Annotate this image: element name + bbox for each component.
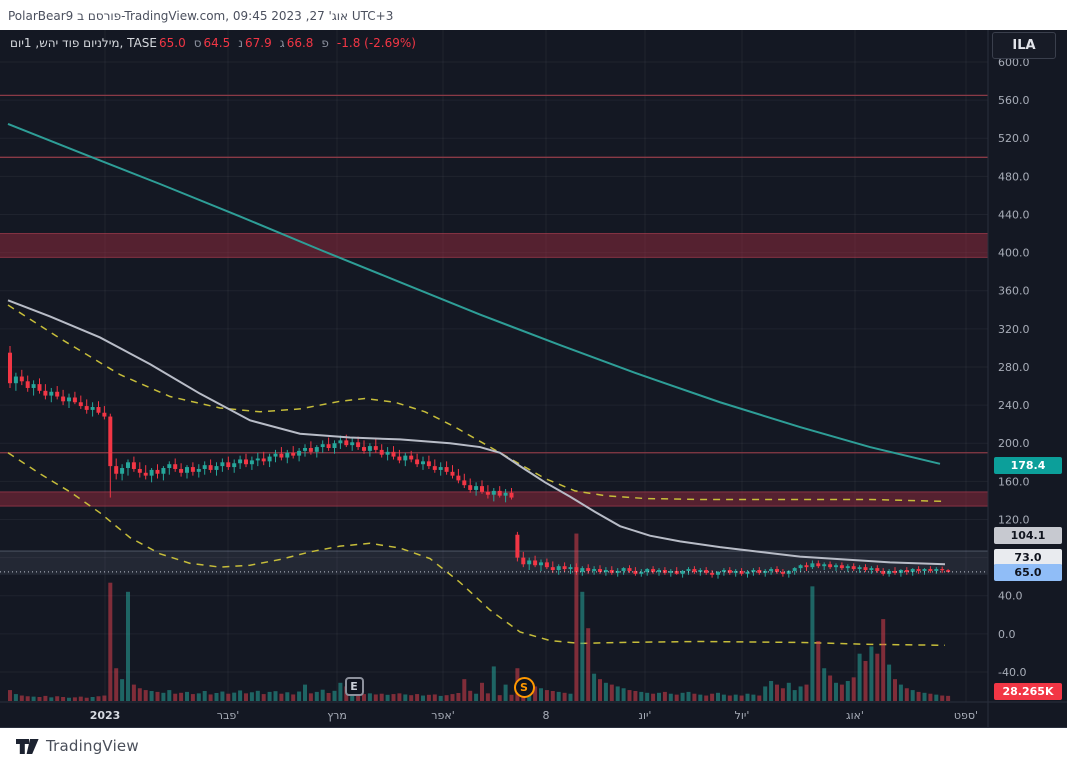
header-text-segment: PolarBear9 [8,9,78,23]
price-tick-label: 360.0 [998,285,1030,298]
time-axis-label: אפר' [431,709,454,722]
candlestick-series [8,346,951,579]
time-axis-label: יונ' [639,709,652,722]
split-marker[interactable]: S [513,677,535,698]
legend-field-label: פ [321,36,329,50]
tradingview-brand-text[interactable]: TradingView [46,737,139,755]
legend-field-value: 65.0 [158,36,186,50]
time-axis-label: 2023 [90,709,121,722]
header-text-segment: -TradingView.com, 09:45 2023 ,27 [121,9,329,23]
price-axis[interactable] [988,30,1067,702]
symbol-badge[interactable]: ILA [992,32,1056,59]
legend-symbol-interval: מילניום פוד יהש, 1יום [10,36,120,50]
price-tick-label: 120.0 [998,513,1030,526]
price-tick-label: 280.0 [998,361,1030,374]
price-tick-label: 0.0 [998,628,1016,641]
price-tick-label: 520.0 [998,132,1030,145]
time-axis-label: יול' [735,709,750,722]
chart-panel: 600.0 560.0 520.0 480.0 440.0 400.0 360.0 320.0… [0,30,1067,728]
price-label-sma-short-value: 73.0 [994,548,1062,566]
header-text-segment: פורסם ב [77,9,122,23]
support-band [0,550,988,575]
sma-long-line [7,123,941,465]
legend-change: -1.8 (-2.69%) [336,36,416,50]
legend-field-value: 67.9 [245,36,272,50]
price-tick-label: -40.0 [998,666,1026,679]
legend-field-label: ג [279,36,285,50]
volume-series [8,533,951,701]
price-tick-label: 480.0 [998,170,1030,183]
time-axis-label: ספט' [954,709,978,722]
legend-field-value: 64.5 [203,36,231,50]
legend-field-value: 66.8 [286,36,314,50]
price-tick-label: 440.0 [998,208,1030,221]
price-tick-label: 160.0 [998,475,1030,488]
legend-field-label: נ [238,36,244,50]
time-axis[interactable] [0,702,1067,728]
tradingview-logo-icon[interactable] [16,738,39,754]
legend-field-label: ס [193,36,202,50]
price-label-sma-long-value: 178.4 [994,456,1062,474]
legend-exchange: , TASE [119,36,157,50]
legend[interactable]: מילניום פוד יהש, 1יום, TASE פ 66.8ג 67.9נ 64… [10,35,416,51]
time-axis-label: מרץ [327,709,347,722]
price-label-last-price-value: 65.0 [994,563,1062,581]
price-tick-label: 320.0 [998,323,1030,336]
earnings-marker[interactable]: E [344,677,364,696]
chart-background [0,30,1067,728]
price-tick-label: 40.0 [998,590,1023,603]
time-axis-label: 8 [543,709,550,722]
price-tick-label: 600.0 [998,56,1030,69]
time-axis-label: אוג' [846,709,864,722]
price-chart[interactable]: 600.0 560.0 520.0 480.0 440.0 400.0 360.0 320.0… [0,30,1067,728]
time-axis-label: פבר' [217,709,239,722]
share-header: PolarBear9 פורסם ב -TradingView.com, 09:4… [8,7,393,25]
header-text-segment: UTC+3 [348,9,394,23]
price-label-indicator-value: 104.1 [994,526,1062,544]
sma-short-line [7,299,946,566]
resistance-zone [0,233,988,258]
bollinger-lower-line [7,452,946,647]
price-label-volume-value: 28.265K [994,682,1062,700]
footer-bar: TradingView [16,737,139,755]
price-tick-label: 560.0 [998,94,1030,107]
price-tick-label: 400.0 [998,247,1030,260]
bollinger-upper-line [7,304,946,503]
price-tick-label: 240.0 [998,399,1030,412]
price-tick-label: 200.0 [998,437,1030,450]
header-text-segment: אוג' [328,9,349,23]
